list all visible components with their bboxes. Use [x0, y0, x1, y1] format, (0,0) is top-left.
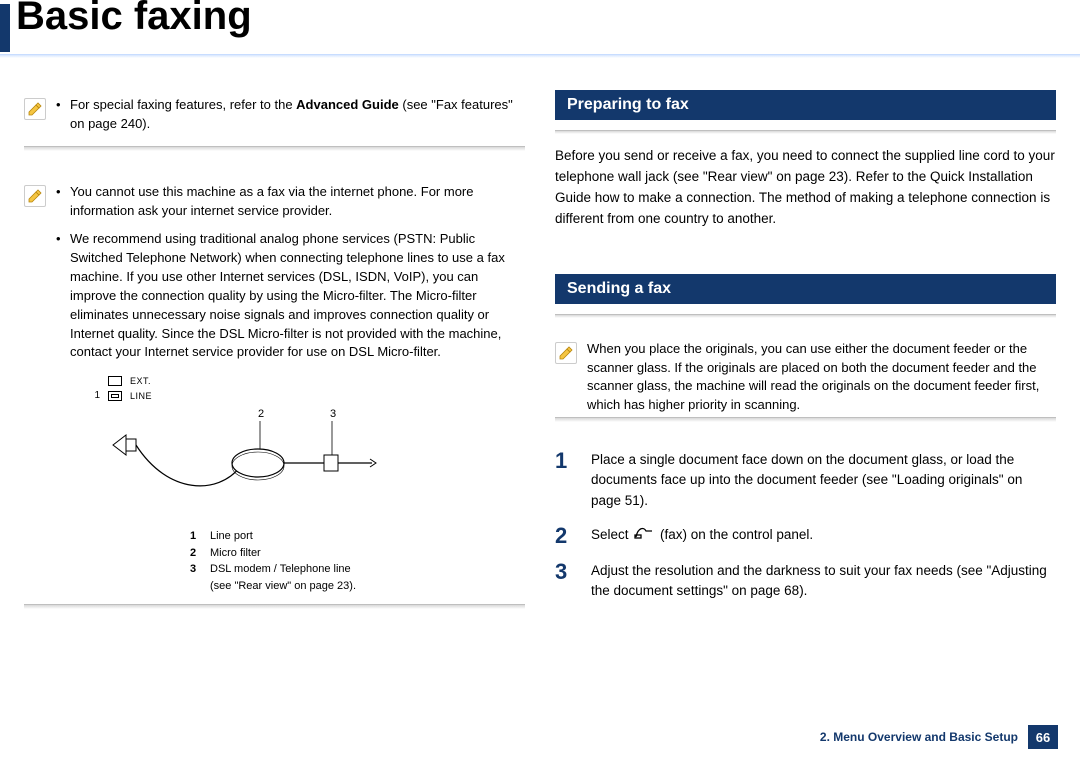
- section-heading-preparing: Preparing to fax: [555, 90, 1056, 120]
- fax-icon: [634, 525, 654, 545]
- port-lead-line: 1: [70, 390, 100, 401]
- footer-chapter: 2. Menu Overview and Basic Setup: [820, 730, 1018, 744]
- note-box-2: You cannot use this machine as a fax via…: [24, 177, 525, 620]
- note2-item-2: We recommend using traditional analog ph…: [56, 230, 525, 362]
- port-ext-label: EXT.: [130, 376, 151, 386]
- legend-text: Micro filter: [210, 545, 261, 562]
- page-title: Basic faxing: [16, 0, 252, 39]
- note-box-sending: When you place the originals, you can us…: [555, 334, 1056, 432]
- port-line-label: LINE: [130, 391, 152, 401]
- title-area: Basic faxing: [0, 0, 1080, 56]
- sending-note-text: When you place the originals, you can us…: [587, 340, 1056, 415]
- step-1-text: Place a single document face down on the…: [591, 450, 1056, 511]
- legend-num: [190, 578, 202, 595]
- title-rule: [0, 54, 1080, 58]
- left-column: For special faxing features, refer to th…: [24, 90, 525, 619]
- microfilter-diagram: EXT. 1 LINE 2 3: [70, 376, 525, 594]
- note-pencil-icon: [24, 185, 46, 207]
- step-number: 2: [555, 525, 577, 547]
- preparing-body: Before you send or receive a fax, you ne…: [555, 146, 1056, 230]
- step-number: 3: [555, 561, 577, 602]
- callout-2: 2: [258, 408, 264, 420]
- title-accent: [0, 4, 10, 52]
- diagram-legend: 1 Line port 2 Micro filter 3 DSL modem / Te…: [190, 528, 525, 594]
- legend-text: DSL modem / Telephone line: [210, 561, 351, 578]
- note1-item: For special faxing features, refer to th…: [56, 96, 525, 134]
- legend-text: (see "Rear view" on page 23).: [210, 578, 356, 595]
- step-number: 1: [555, 450, 577, 511]
- connector-drawing: 2 3: [108, 405, 408, 515]
- legend-num: 1: [190, 528, 202, 545]
- step-3-text: Adjust the resolution and the darkness t…: [591, 561, 1056, 602]
- callout-3: 3: [330, 408, 336, 420]
- port-line-icon: [108, 391, 122, 401]
- footer-page-number: 66: [1028, 725, 1058, 749]
- step-2-text: Select (fax) on the control panel.: [591, 525, 813, 547]
- legend-num: 2: [190, 545, 202, 562]
- right-column: Preparing to fax Before you send or rece…: [555, 90, 1056, 619]
- legend-text: Line port: [210, 528, 253, 545]
- port-ext-icon: [108, 376, 122, 386]
- note2-item-1: You cannot use this machine as a fax via…: [56, 183, 525, 221]
- legend-num: 3: [190, 561, 202, 578]
- section-heading-sending: Sending a fax: [555, 274, 1056, 304]
- note-pencil-icon: [24, 98, 46, 120]
- note-box-1: For special faxing features, refer to th…: [24, 90, 525, 161]
- steps-list: 1 Place a single document face down on t…: [555, 450, 1056, 601]
- page-footer: 2. Menu Overview and Basic Setup 66: [820, 725, 1058, 749]
- note-pencil-icon: [555, 342, 577, 364]
